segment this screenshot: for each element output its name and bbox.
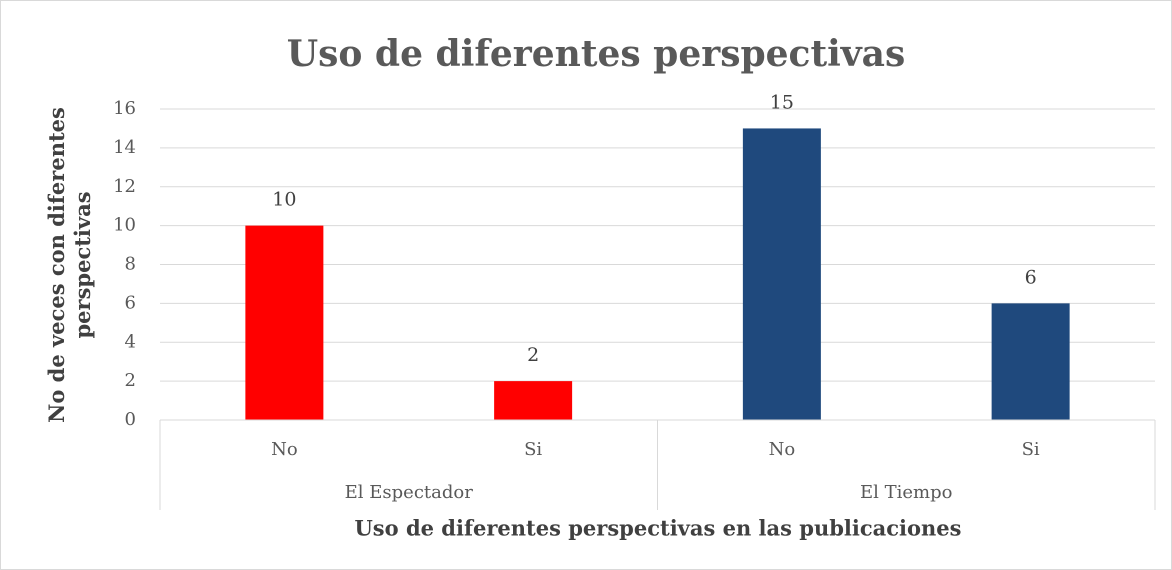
data-label: 6 (1025, 266, 1037, 288)
y-tick-label: 10 (113, 215, 136, 236)
x-tick-label: Si (524, 439, 542, 460)
data-label: 2 (527, 344, 539, 366)
y-axis-title-line: No de veces con diferentes (44, 107, 69, 423)
y-tick-label: 16 (113, 98, 136, 119)
y-tick-label: 12 (113, 176, 136, 197)
y-tick-label: 8 (125, 254, 136, 275)
group-label: El Espectador (345, 482, 474, 503)
data-label: 15 (770, 91, 794, 113)
y-tick-label: 6 (125, 292, 136, 313)
bar (494, 381, 573, 420)
x-tick-label: No (769, 439, 796, 460)
y-tick-label: 0 (125, 409, 136, 430)
group-label: El Tiempo (860, 482, 952, 503)
x-tick-label: No (271, 439, 298, 460)
bar (245, 225, 324, 420)
y-tick-label: 2 (125, 370, 136, 391)
bar (991, 303, 1070, 420)
y-axis-title-line: perspectivas (70, 191, 95, 338)
x-axis-title: Uso de diferentes perspectivas en las pu… (354, 516, 961, 541)
y-tick-label: 14 (113, 137, 136, 158)
bar (742, 128, 821, 420)
x-tick-label: Si (1022, 439, 1040, 460)
data-label: 10 (272, 189, 296, 211)
y-tick-label: 4 (125, 331, 136, 352)
y-axis-title: No de veces con diferentesperspectivas (44, 107, 95, 423)
chart-title: Uso de diferentes perspectivas (287, 33, 906, 75)
